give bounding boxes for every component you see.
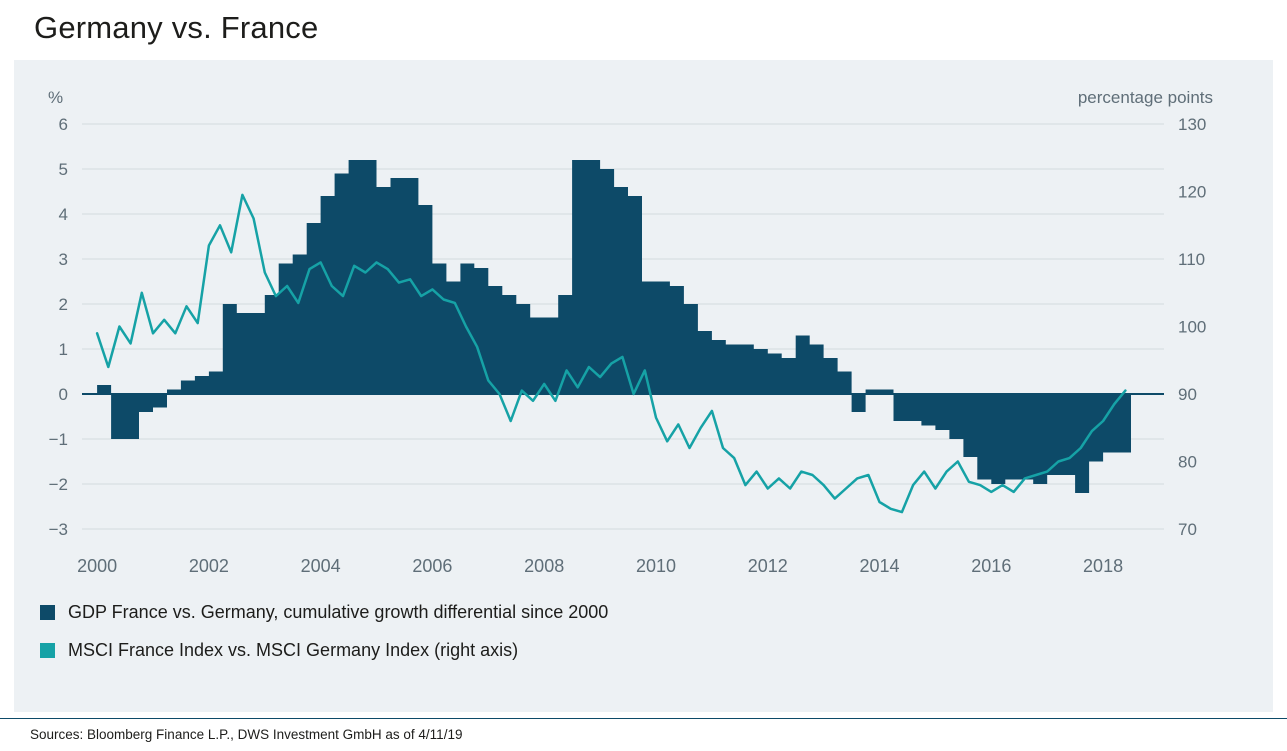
chart: 6 5 4 3 2 1 0 −1 −2 −3 130 120 110 100 90 80 70 2000 2002 2… xyxy=(49,115,1207,576)
msci-series-swatch xyxy=(40,643,55,658)
svg-text:2014: 2014 xyxy=(860,556,900,576)
svg-text:−1: −1 xyxy=(49,430,68,449)
page-title: Germany vs. France xyxy=(34,10,319,45)
svg-text:2010: 2010 xyxy=(636,556,676,576)
svg-text:4: 4 xyxy=(59,205,68,224)
svg-text:2: 2 xyxy=(59,295,68,314)
left-axis-caption: % xyxy=(48,88,64,107)
svg-text:100: 100 xyxy=(1178,318,1206,337)
svg-text:70: 70 xyxy=(1178,520,1197,539)
svg-text:5: 5 xyxy=(59,160,68,179)
legend-item-gdp: GDP France vs. Germany, cumulative growt… xyxy=(40,602,1273,623)
svg-text:2016: 2016 xyxy=(971,556,1011,576)
svg-text:2012: 2012 xyxy=(748,556,788,576)
svg-text:2008: 2008 xyxy=(524,556,564,576)
svg-text:−3: −3 xyxy=(49,520,68,539)
svg-text:0: 0 xyxy=(59,385,68,404)
svg-text:80: 80 xyxy=(1178,453,1197,472)
svg-text:3: 3 xyxy=(59,250,68,269)
svg-text:130: 130 xyxy=(1178,115,1206,134)
source-note: Sources: Bloomberg Finance L.P., DWS Inv… xyxy=(30,727,463,742)
gdp-series-swatch xyxy=(40,605,55,620)
legend-item-msci-label: MSCI France Index vs. MSCI Germany Index… xyxy=(68,640,519,660)
svg-text:2002: 2002 xyxy=(189,556,229,576)
svg-text:6: 6 xyxy=(59,115,68,134)
legend-item-msci: MSCI France Index vs. MSCI Germany Index… xyxy=(40,640,1273,661)
svg-text:2004: 2004 xyxy=(301,556,341,576)
legend-item-gdp-label: GDP France vs. Germany, cumulative growt… xyxy=(68,602,609,622)
svg-text:110: 110 xyxy=(1178,250,1205,269)
svg-text:90: 90 xyxy=(1178,385,1197,404)
chart-legend: GDP France vs. Germany, cumulative growt… xyxy=(40,602,1273,661)
right-axis-caption: percentage points xyxy=(1077,88,1213,107)
svg-text:120: 120 xyxy=(1178,183,1206,202)
page-footer: Sources: Bloomberg Finance L.P., DWS Inv… xyxy=(0,718,1287,742)
svg-text:2006: 2006 xyxy=(412,556,452,576)
svg-text:2000: 2000 xyxy=(77,556,117,576)
chart-panel: % percentage points 6 5 4 3 2 1 0 −1 −2 −3 130 120 1… xyxy=(14,60,1273,712)
svg-text:1: 1 xyxy=(59,340,68,359)
svg-text:−2: −2 xyxy=(49,475,68,494)
svg-text:2018: 2018 xyxy=(1083,556,1123,576)
